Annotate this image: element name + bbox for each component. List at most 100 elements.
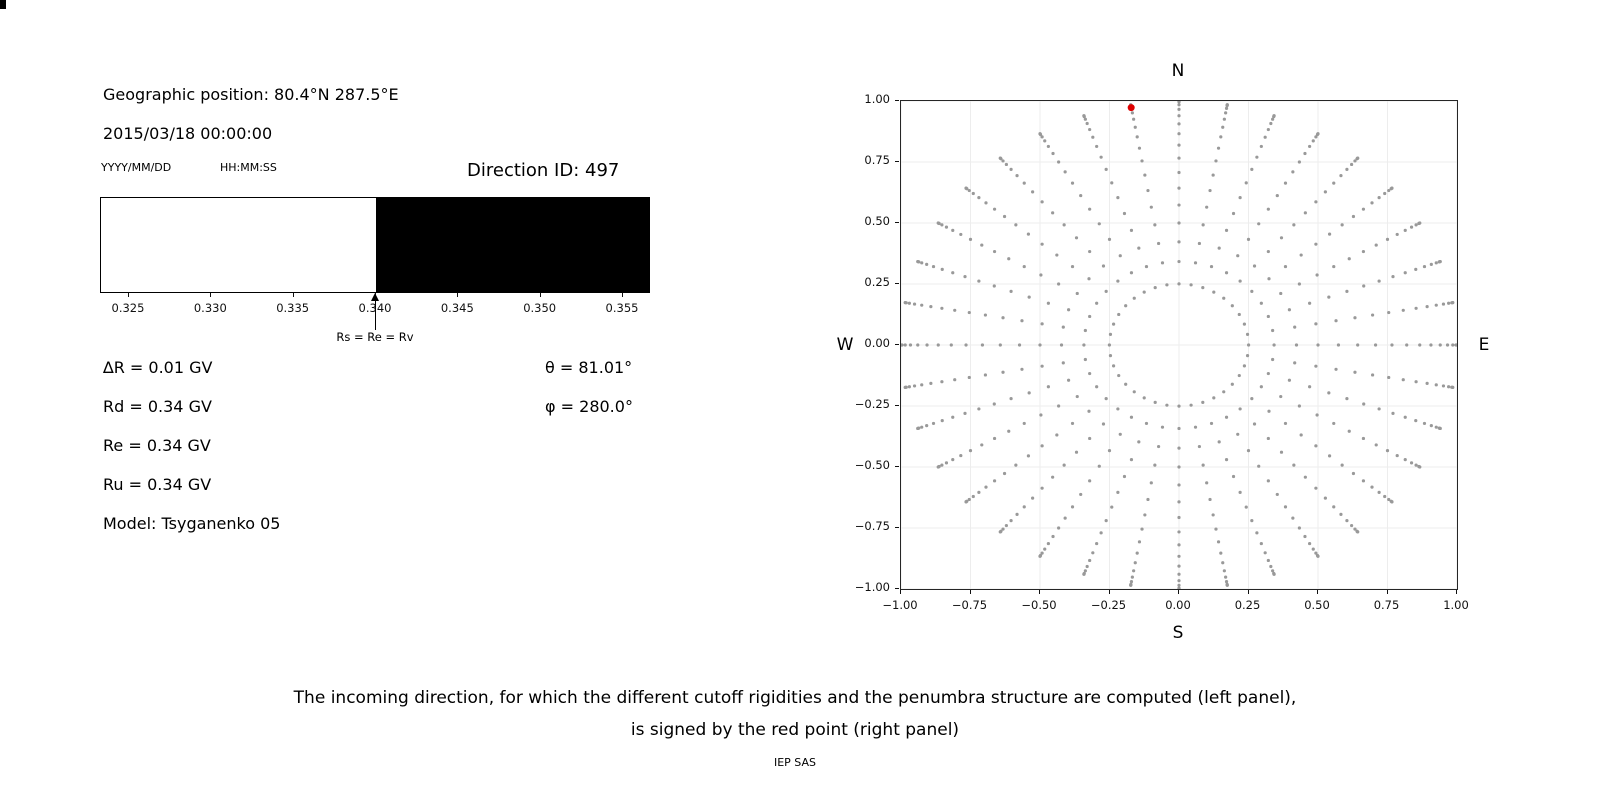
direction-grid-point [1334,319,1338,323]
x-tick-mark [127,293,129,297]
direction-grid-point [1129,583,1133,587]
direction-grid-point [1269,564,1273,569]
direction-grid-point [1038,343,1042,347]
direction-grid-point [1137,440,1141,444]
direction-grid-point [1132,117,1136,121]
direction-grid-point [1336,343,1341,347]
direction-grid-point [1177,587,1181,589]
direction-grid-point [1142,396,1146,400]
direction-grid-point [1314,486,1318,490]
y-tick-mark [895,405,899,406]
direction-grid-point [1177,221,1181,225]
x-tick-mark [900,590,901,594]
direction-grid-point [1303,475,1307,479]
direction-grid-point [1425,304,1429,309]
cutoff-arrow-label: Rs = Re = Rv [336,330,414,344]
direction-grid-point [1291,170,1295,174]
direction-grid-point [1057,526,1061,530]
direction-grid-point [1361,249,1366,254]
x-tick-label: 0.345 [440,301,474,315]
direction-grid-point [1297,526,1301,530]
direction-grid-point [1222,390,1226,394]
direction-grid-point [1383,494,1387,499]
direction-grid-point [1409,461,1414,465]
direction-grid-point [1177,554,1181,558]
direction-grid-point [1046,144,1050,149]
x-tick-mark [210,293,212,297]
direction-grid-point [1327,232,1332,236]
penumbra-region [101,198,376,292]
x-tick-mark [1456,590,1457,594]
direction-grid-point [1293,361,1297,365]
direction-grid-point [1314,135,1318,139]
direction-grid-point [903,343,907,347]
direction-grid-point [1001,527,1005,531]
direction-grid-point [1308,385,1312,389]
direction-grid-point [1314,242,1318,246]
direction-grid-point [984,485,988,489]
direction-grid-point [1217,440,1221,444]
direction-grid-point [1007,429,1011,433]
direction-grid-point [1374,243,1378,247]
rd-value: Rd = 0.34 GV [103,397,212,416]
direction-grid-point [1088,479,1092,483]
compass-east-label: E [1478,335,1490,355]
direction-grid-point [1230,304,1234,308]
direction-grid-point [1001,316,1005,320]
direction-grid-point [1438,259,1442,264]
direction-grid-point [1208,188,1212,193]
direction-grid-point [1061,325,1065,329]
direction-grid-point [1153,223,1157,227]
y-tick-mark [895,466,899,467]
direction-grid-point [1283,505,1288,509]
direction-grid-point [1327,454,1332,458]
direction-grid-point [1055,433,1059,437]
direction-grid-point [1272,343,1276,347]
direction-grid-point [1414,223,1418,227]
direction-grid-point [1135,135,1139,139]
y-tick-label: −1.00 [854,580,890,594]
phi-value: φ = 280.0° [545,397,633,416]
direction-grid-point [1004,523,1008,528]
x-tick-mark [1247,590,1249,594]
direction-grid-point [1390,343,1394,347]
selected-direction-point [1127,104,1135,112]
direction-grid-point [1083,117,1087,121]
direction-grid-point [1149,481,1153,485]
direction-grid-point [1020,367,1024,371]
direction-grid-point [1046,301,1050,305]
direction-grid-point [1061,361,1065,365]
direction-grid-point [951,271,955,275]
direction-grid-point [1177,186,1181,190]
direction-grid-point [1118,432,1122,436]
direction-grid-point [1085,121,1089,126]
direction-grid-point [1153,400,1157,405]
direction-grid-point [1177,240,1181,244]
direction-grid-point [984,201,988,205]
direction-grid-point [1219,551,1223,555]
direction-grid-point [1197,444,1202,449]
direction-grid-point [967,188,971,193]
direction-grid-point [1405,343,1409,347]
direction-grid-point [1066,308,1071,312]
direction-grid-point [992,402,996,406]
direction-grid-point [1097,222,1101,226]
direction-grid-point [1070,181,1075,185]
direction-grid-point [1177,404,1181,408]
direction-grid-point [1237,373,1241,378]
direction-grid-point [1350,523,1354,528]
direction-grid-point [1022,264,1026,269]
direction-grid-point [1373,343,1378,347]
direction-grid-point [1193,261,1198,265]
direction-grid-point [1418,221,1422,225]
direction-grid-point [1441,302,1446,306]
direction-grid-point [1244,505,1248,509]
direction-grid-point [1104,289,1108,293]
direction-grid-point [1177,543,1181,547]
direction-grid-point [1266,127,1270,132]
direction-grid-point [992,436,997,441]
direction-grid-point [1308,301,1312,305]
direction-grid-point [1004,162,1008,167]
direction-grid-point [1040,551,1044,555]
direction-grid-point [1434,425,1438,429]
